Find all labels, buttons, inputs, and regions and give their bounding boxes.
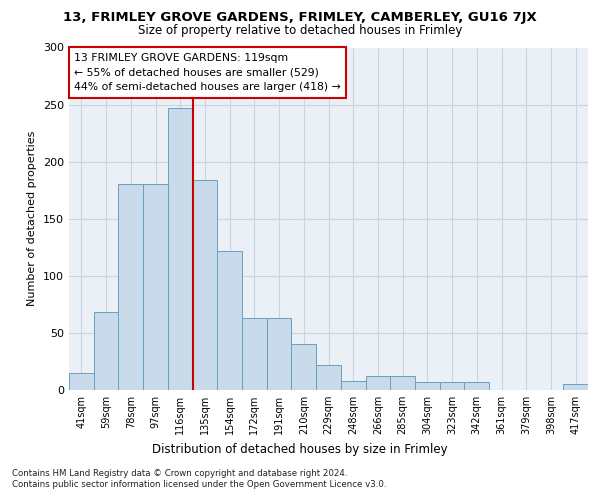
Bar	[69, 373, 94, 390]
Bar	[217, 250, 242, 390]
Bar	[94, 312, 118, 390]
Bar	[440, 382, 464, 390]
Bar	[143, 184, 168, 390]
Bar	[267, 318, 292, 390]
Bar	[390, 376, 415, 390]
Bar	[464, 382, 489, 390]
Text: Size of property relative to detached houses in Frimley: Size of property relative to detached ho…	[138, 24, 462, 37]
Text: Distribution of detached houses by size in Frimley: Distribution of detached houses by size …	[152, 442, 448, 456]
Bar	[415, 382, 440, 390]
Bar	[365, 376, 390, 390]
Text: Contains HM Land Registry data © Crown copyright and database right 2024.: Contains HM Land Registry data © Crown c…	[12, 469, 347, 478]
Text: Contains public sector information licensed under the Open Government Licence v3: Contains public sector information licen…	[12, 480, 386, 489]
Bar	[316, 365, 341, 390]
Text: 13 FRIMLEY GROVE GARDENS: 119sqm
← 55% of detached houses are smaller (529)
44% : 13 FRIMLEY GROVE GARDENS: 119sqm ← 55% o…	[74, 52, 341, 92]
Bar	[341, 381, 365, 390]
Text: 13, FRIMLEY GROVE GARDENS, FRIMLEY, CAMBERLEY, GU16 7JX: 13, FRIMLEY GROVE GARDENS, FRIMLEY, CAMB…	[63, 11, 537, 24]
Bar	[118, 184, 143, 390]
Bar	[242, 318, 267, 390]
Bar	[168, 108, 193, 390]
Y-axis label: Number of detached properties: Number of detached properties	[28, 131, 37, 306]
Bar	[292, 344, 316, 390]
Bar	[563, 384, 588, 390]
Bar	[193, 180, 217, 390]
